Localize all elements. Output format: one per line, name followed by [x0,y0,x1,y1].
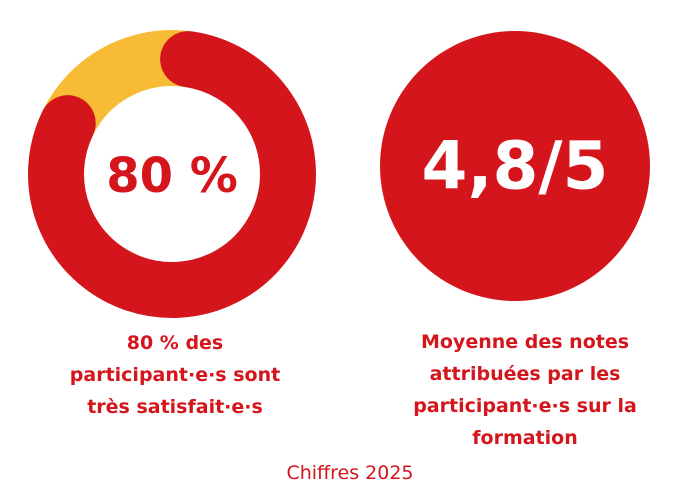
rating-panel: 4,8/5 Moyenne des notes attribuées par l… [350,0,700,460]
rating-center-value: 4,8/5 [422,128,609,205]
satisfaction-panel: 80 % 80 % des participant·e·s sont très … [0,0,350,460]
caption-line: 80 % des [126,332,224,354]
caption-line: Moyenne des notes [420,331,630,353]
satisfaction-donut-chart: 80 % [28,30,316,318]
caption-line: participant·e·s sur la [413,395,637,417]
donut-slice-satisfied [28,31,316,318]
satisfaction-center-value: 80 % [106,148,238,204]
caption-line: très satisfait·e·s [87,396,263,418]
rating-disc: 4,8/5 [380,31,650,301]
caption-line: participant·e·s sont [69,364,281,386]
rating-caption: Moyenne des notes attribuées par les par… [350,326,700,454]
satisfaction-caption: 80 % des participant·e·s sont très satis… [10,327,340,423]
caption-line: attribuées par les [429,363,621,385]
caption-line: formation [472,427,578,449]
rating-disc-mark [380,31,650,301]
footer-note: Chiffres 2025 [286,462,414,484]
